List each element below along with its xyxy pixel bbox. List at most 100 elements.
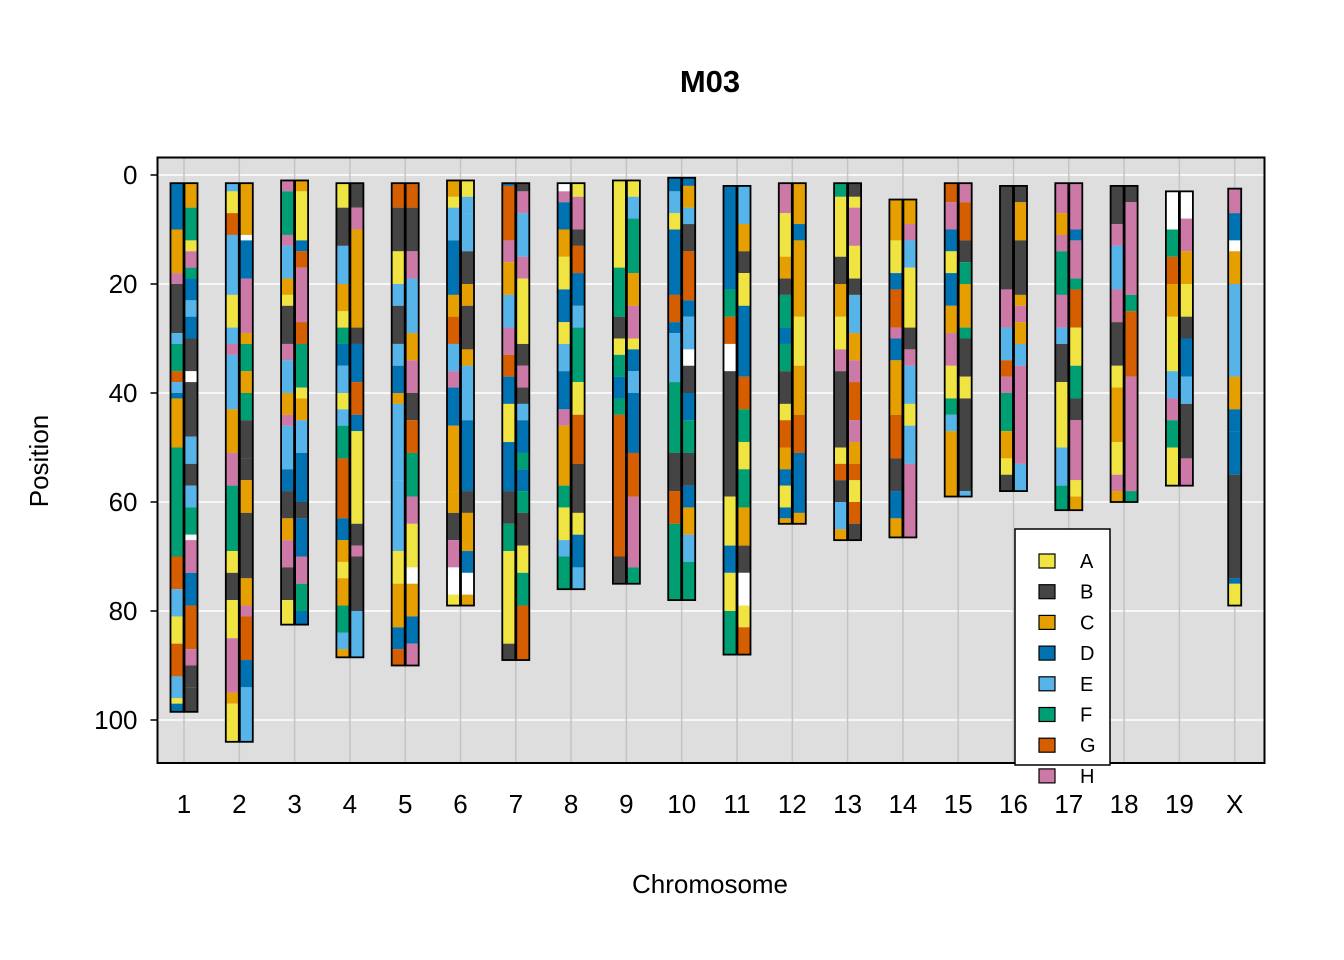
- haplotype-segment: [170, 284, 184, 334]
- chromosome-outline: [888, 198, 904, 539]
- haplotype-segment: [778, 420, 792, 448]
- legend-label: A: [1080, 551, 1094, 573]
- haplotype-segment: [1165, 371, 1179, 399]
- haplotype-segment: [1124, 376, 1138, 492]
- haplotype-segment: [1179, 458, 1193, 486]
- haplotype-segment: [502, 621, 516, 644]
- haplotype-segment: [281, 600, 295, 625]
- chromosome-outline: [556, 182, 572, 591]
- x-tick-label: 18: [1110, 789, 1139, 819]
- haplotype-segment: [737, 376, 751, 410]
- haplotype-segment: [682, 420, 696, 453]
- haplotype-segment: [903, 365, 917, 404]
- haplotype-segment: [682, 349, 696, 366]
- haplotype-segment: [848, 196, 862, 208]
- haplotype-segment: [1110, 224, 1124, 246]
- haplotype-segment: [723, 316, 737, 344]
- haplotype-segment: [626, 218, 640, 274]
- haplotype-segment: [225, 409, 239, 453]
- haplotype-segment: [778, 518, 792, 524]
- haplotype-segment: [1165, 229, 1179, 257]
- haplotype-segment: [295, 611, 309, 625]
- haplotype-segment: [405, 496, 419, 524]
- legend-label: E: [1080, 674, 1093, 696]
- x-tick-label: 10: [667, 789, 696, 819]
- haplotype-segment: [1014, 365, 1027, 464]
- haplotype-segment: [958, 491, 972, 497]
- haplotype-segment: [405, 616, 419, 644]
- haplotype-segment: [557, 507, 571, 541]
- x-tick-label: 13: [833, 789, 862, 819]
- haplotype-segment: [170, 382, 184, 393]
- haplotype-segment: [502, 183, 516, 186]
- legend-label: D: [1080, 643, 1094, 665]
- haplotype-segment: [1179, 251, 1193, 284]
- haplotype-segment: [668, 322, 682, 334]
- x-tick-label: 1: [177, 789, 191, 819]
- haplotype-segment: [723, 545, 737, 573]
- haplotype-segment: [723, 496, 737, 546]
- haplotype-segment: [295, 420, 309, 453]
- haplotype-segment: [295, 240, 309, 252]
- haplotype-segment: [350, 382, 364, 415]
- haplotype-segment: [336, 425, 350, 459]
- chromosome-17: [1054, 182, 1084, 512]
- chromosome-19: [1165, 190, 1194, 487]
- plot-frame: [156, 156, 1266, 764]
- haplotype-segment: [281, 540, 295, 568]
- haplotype-segment: [944, 251, 958, 274]
- haplotype-segment: [1110, 185, 1124, 225]
- haplotype-segment: [239, 343, 253, 372]
- haplotype-segment: [778, 403, 792, 421]
- chromosome-14: [888, 198, 918, 539]
- haplotype-segment: [1165, 463, 1179, 486]
- x-tick-label: 17: [1054, 789, 1083, 819]
- haplotype-segment: [405, 278, 419, 334]
- haplotype-segment: [848, 278, 862, 295]
- haplotype-segment: [336, 409, 350, 426]
- haplotype-segment: [225, 191, 239, 214]
- haplotype-segment: [336, 311, 350, 328]
- haplotype-segment: [391, 480, 405, 552]
- haplotype-segment: [239, 616, 253, 661]
- haplotype-segment: [239, 578, 253, 606]
- haplotype-segment: [1110, 289, 1124, 323]
- haplotype-segment: [626, 196, 640, 219]
- haplotype-segment: [1165, 316, 1179, 339]
- haplotype-segment: [516, 256, 530, 279]
- haplotype-segment: [571, 327, 585, 383]
- haplotype-segment: [1069, 420, 1083, 481]
- haplotype-segment: [516, 512, 530, 546]
- haplotype-segment: [889, 360, 903, 415]
- haplotype-segment: [447, 512, 460, 541]
- haplotype-segment: [848, 523, 862, 541]
- haplotype-segment: [834, 447, 848, 464]
- haplotype-segment: [958, 240, 972, 263]
- chromosome-4: [335, 182, 365, 659]
- haplotype-segment: [516, 403, 530, 421]
- y-axis-label: Position: [24, 415, 54, 508]
- chromosome-1: [169, 182, 199, 713]
- haplotype-segment: [281, 191, 295, 235]
- legend-swatch: [1038, 706, 1056, 723]
- haplotype-segment: [336, 458, 350, 519]
- haplotype-segment: [1179, 316, 1193, 339]
- haplotype-segment: [391, 583, 405, 628]
- legend-label: B: [1080, 582, 1093, 604]
- haplotype-segment: [502, 354, 516, 377]
- haplotype-segment: [848, 294, 862, 334]
- haplotype-segment: [184, 665, 198, 688]
- haplotype-segment: [903, 463, 917, 538]
- haplotype-segment: [239, 333, 253, 344]
- haplotype-segment: [778, 256, 792, 279]
- haplotype-segment: [1110, 442, 1124, 475]
- haplotype-segment: [1069, 398, 1083, 421]
- haplotype-segment: [557, 425, 571, 486]
- chromosome-outline: [736, 184, 752, 656]
- haplotype-segment: [405, 360, 419, 393]
- x-tick-label: 3: [287, 789, 301, 819]
- haplotype-segment: [682, 224, 696, 252]
- haplotype-segment: [834, 284, 848, 317]
- y-tick-label: 0: [123, 160, 137, 190]
